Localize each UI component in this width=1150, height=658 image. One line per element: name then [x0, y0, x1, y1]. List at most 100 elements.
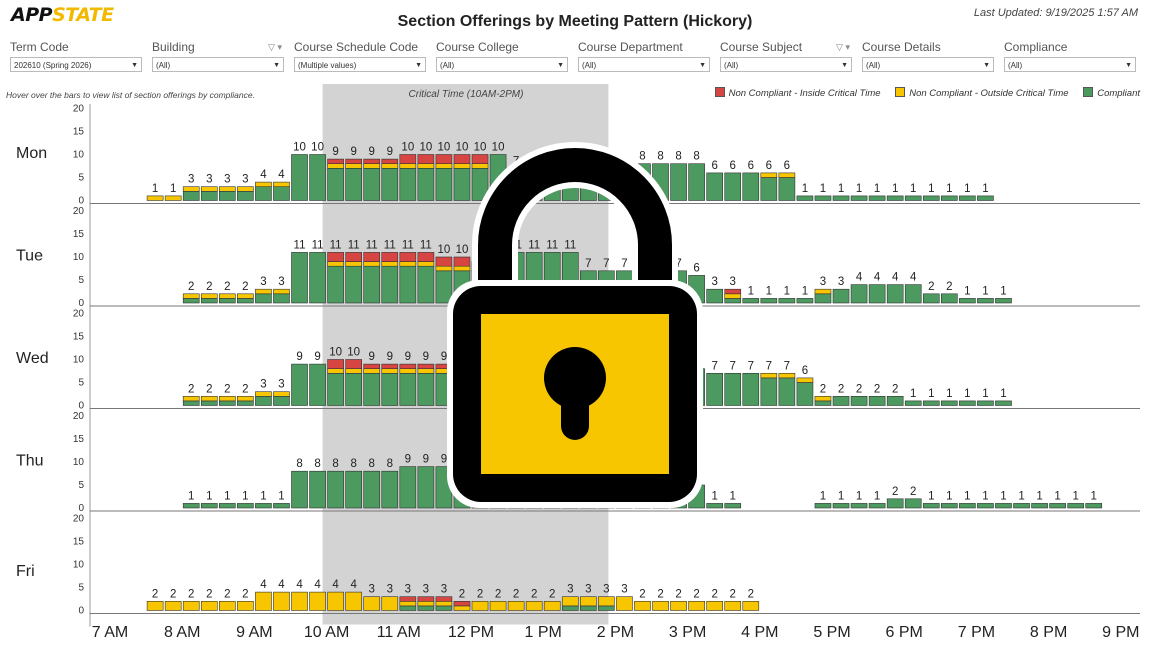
filter-funnel-icon[interactable]: ▽ ▾ [836, 42, 850, 52]
day-label-wed: Wed [16, 350, 49, 367]
bar-value-label: 1 [188, 490, 194, 502]
bar-segment [453, 168, 471, 201]
bar-value-label: 2 [639, 588, 645, 600]
bar-segment [182, 293, 200, 299]
bar-value-label: 8 [296, 458, 302, 470]
bar-value-label: 3 [838, 276, 844, 288]
bar-value-label: 10 [474, 142, 487, 154]
bar-segment [435, 600, 453, 607]
term-code-select[interactable]: 202610 (Spring 2026) ▼ [10, 57, 142, 72]
bar-value-label: 2 [693, 588, 699, 600]
bar-segment [345, 359, 362, 369]
bar-segment [742, 172, 760, 201]
filter-term-code: Term Code 202610 (Spring 2026) ▼ [10, 40, 142, 72]
filter-label: Course Department [578, 40, 683, 54]
bar-segment [940, 503, 958, 509]
bar-value-label: 6 [802, 365, 808, 377]
bar-value-label: 1 [1054, 490, 1060, 502]
bar-value-label: 7 [585, 258, 591, 270]
bar-segment [255, 591, 272, 611]
legend-item-red[interactable]: Non Compliant - Inside Critical Time [714, 87, 881, 99]
course-college-select[interactable]: (All) ▼ [436, 57, 568, 72]
bar-value-label: 2 [206, 588, 212, 600]
bar-value-label: 3 [441, 584, 447, 596]
bar-segment [182, 395, 200, 402]
legend-item-green[interactable]: Compliant [1083, 87, 1140, 99]
y-tick-label: 20 [73, 104, 85, 115]
y-tick-label: 0 [78, 606, 84, 617]
bar-segment [760, 372, 778, 379]
bar-value-label: 3 [820, 276, 826, 288]
padlock-keyhole-icon [544, 347, 606, 409]
bar-segment [255, 395, 272, 406]
filter-funnel-icon[interactable]: ▽ ▾ [268, 42, 282, 52]
compliance-select[interactable]: (All) ▼ [1004, 57, 1136, 72]
filter-label: Term Code [10, 40, 69, 54]
bar-value-label: 1 [982, 388, 988, 400]
bar-segment [814, 288, 832, 295]
hover-hint: Hover over the bars to view list of sect… [6, 90, 255, 100]
bar-segment [381, 261, 399, 267]
bar-segment [435, 270, 453, 304]
y-tick-label: 5 [78, 378, 84, 389]
bar-segment [363, 265, 381, 304]
bar-value-label: 1 [820, 183, 826, 195]
bar-segment [345, 168, 362, 201]
bar-value-label: 11 [330, 239, 342, 251]
bar-value-label: 10 [401, 142, 414, 154]
bar-segment [327, 470, 344, 509]
course-schedule-code-select[interactable]: (Multiple values) ▼ [294, 57, 426, 72]
bar-segment [706, 503, 724, 509]
bar-segment [850, 503, 868, 509]
course-subject-select[interactable]: (All) ▼ [720, 57, 852, 72]
bar-value-label: 1 [802, 285, 808, 297]
bar-value-label: 7 [766, 360, 772, 372]
bar-value-label: 1 [910, 388, 916, 400]
filter-label: Building ▽ ▾ [152, 40, 282, 54]
bar-segment [814, 293, 832, 304]
bar-segment [200, 400, 218, 406]
bar-segment [922, 195, 940, 201]
bar-segment [327, 158, 344, 165]
bar-value-label: 1 [152, 183, 158, 195]
bar-value-label: 2 [892, 486, 898, 498]
bar-value-label: 1 [946, 183, 952, 195]
bar-segment [182, 600, 200, 611]
bar-value-label: 4 [278, 169, 285, 181]
bar-value-label: 11 [366, 239, 378, 251]
course-department-select[interactable]: (All) ▼ [578, 57, 710, 72]
bar-segment [273, 395, 290, 406]
legend-item-yellow[interactable]: Non Compliant - Outside Critical Time [895, 87, 1069, 99]
building-select[interactable]: (All) ▼ [152, 57, 284, 72]
bar-segment [670, 163, 687, 201]
y-tick-label: 0 [78, 401, 84, 412]
bar-segment [219, 395, 236, 402]
course-details-select[interactable]: (All) ▼ [862, 57, 994, 72]
bar-value-label: 10 [456, 142, 469, 154]
bar-segment [182, 191, 200, 201]
bar-value-label: 1 [856, 183, 862, 195]
bar-segment [182, 400, 200, 406]
bar-segment [832, 288, 850, 304]
bar-segment [327, 368, 344, 374]
bar-value-label: 1 [964, 388, 970, 400]
bar-segment [742, 298, 760, 304]
bar-segment [399, 605, 417, 611]
bar-segment [453, 256, 471, 267]
bar-segment [164, 600, 182, 611]
filter-label: Course Subject ▽ ▾ [720, 40, 850, 54]
dropdown-arrow-icon: ▼ [273, 62, 280, 69]
bar-segment [363, 363, 381, 370]
bar-segment [760, 298, 778, 304]
bar-segment [327, 591, 344, 611]
bar-value-label: 10 [293, 142, 306, 154]
bar-value-label: 1 [711, 490, 717, 502]
bar-segment [959, 298, 976, 304]
bar-segment [200, 186, 218, 192]
y-tick-label: 5 [78, 173, 84, 184]
bar-segment [291, 252, 308, 304]
bar-segment [237, 298, 254, 304]
bar-segment [273, 288, 290, 295]
bar-value-label: 7 [675, 258, 681, 270]
filter-label: Course Details [862, 40, 941, 54]
